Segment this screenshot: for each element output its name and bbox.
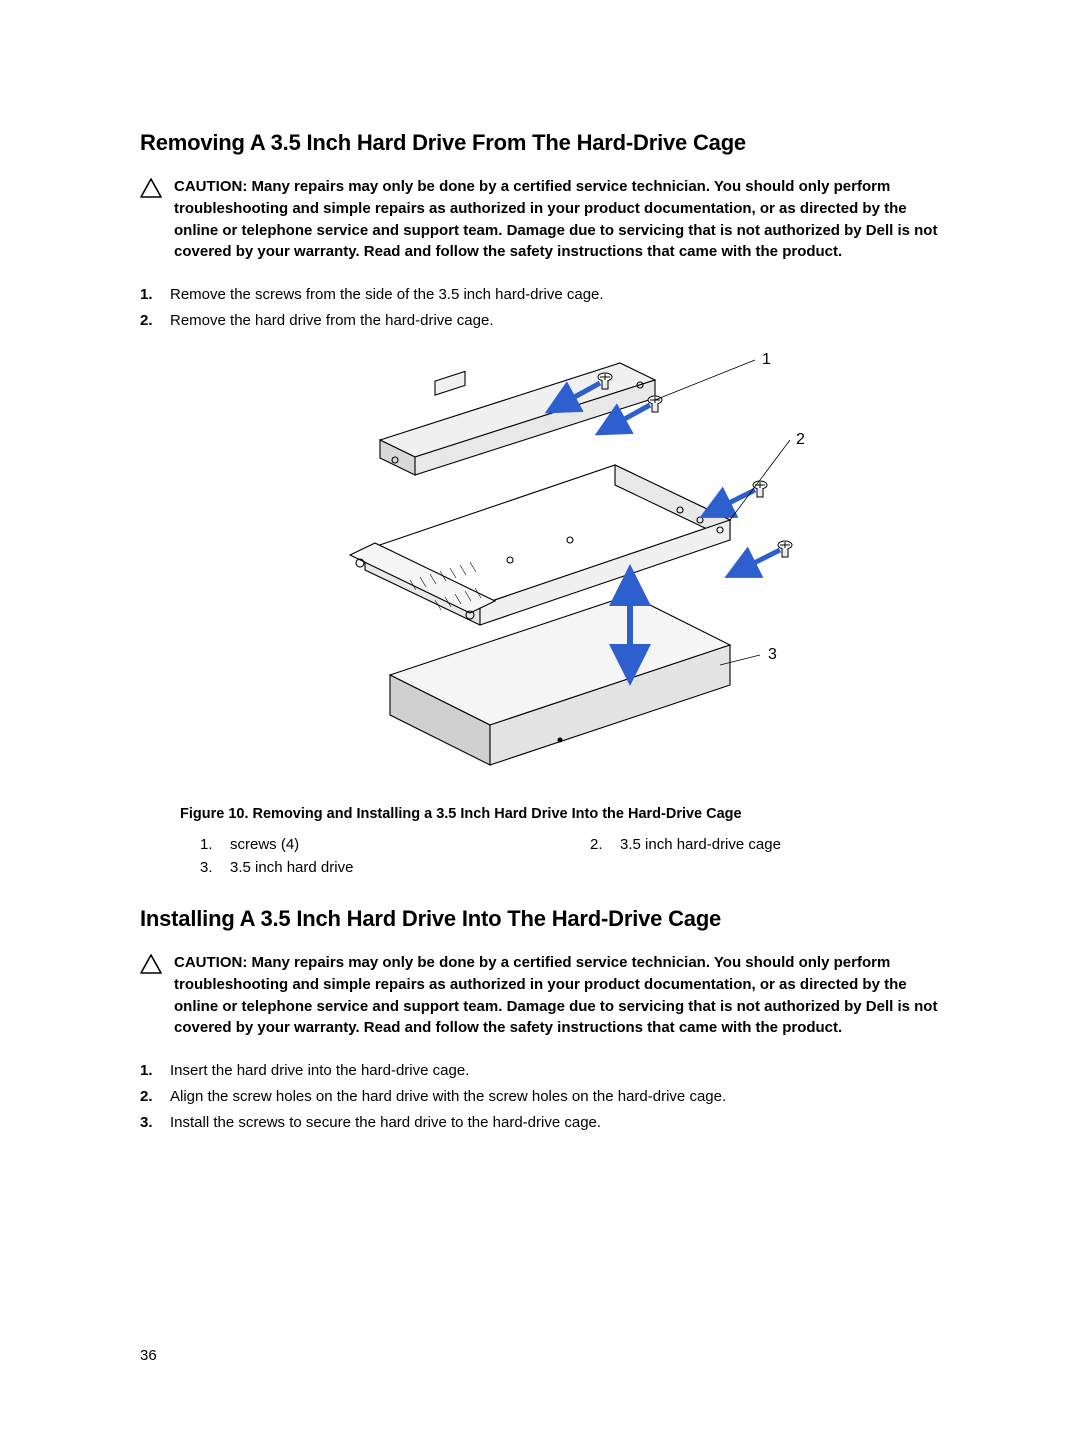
legend-number: 3. (200, 859, 230, 876)
step-text: Install the screws to secure the hard dr… (170, 1111, 601, 1135)
figure-callout-3: 3 (768, 646, 777, 663)
caution-text-2: CAUTION: Many repairs may only be done b… (174, 952, 940, 1039)
caution-block-2: CAUTION: Many repairs may only be done b… (140, 952, 940, 1039)
caution-block-1: CAUTION: Many repairs may only be done b… (140, 176, 940, 263)
step-text: Insert the hard drive into the hard-driv… (170, 1059, 469, 1083)
figure-caption: Figure 10. Removing and Installing a 3.5… (180, 806, 940, 822)
figure-legend: 1.screws (4) 2.3.5 inch hard-drive cage … (200, 836, 940, 876)
section-1-steps: 1.Remove the screws from the side of the… (140, 283, 940, 333)
section-2-steps: 1.Insert the hard drive into the hard-dr… (140, 1059, 940, 1135)
list-item: 2.Remove the hard drive from the hard-dr… (140, 309, 940, 333)
step-text: Remove the hard drive from the hard-driv… (170, 309, 494, 333)
document-page: Removing A 3.5 Inch Hard Drive From The … (0, 0, 1080, 1135)
list-item: 1.Remove the screws from the side of the… (140, 283, 940, 307)
legend-item: 2.3.5 inch hard-drive cage (590, 836, 940, 853)
step-number: 3. (140, 1111, 170, 1135)
list-item: 3.Install the screws to secure the hard … (140, 1111, 940, 1135)
step-number: 2. (140, 309, 170, 333)
figure-callout-2: 2 (796, 431, 805, 448)
step-number: 2. (140, 1085, 170, 1109)
hard-drive-diagram: 1 2 3 (260, 345, 820, 785)
legend-number: 2. (590, 836, 620, 853)
figure-10: 1 2 3 (140, 345, 940, 790)
legend-text: 3.5 inch hard-drive cage (620, 836, 781, 853)
list-item: 1.Insert the hard drive into the hard-dr… (140, 1059, 940, 1083)
caution-icon (140, 954, 162, 979)
list-item: 2.Align the screw holes on the hard driv… (140, 1085, 940, 1109)
step-number: 1. (140, 283, 170, 307)
legend-item: 3.3.5 inch hard drive (200, 859, 550, 876)
caution-text-1: CAUTION: Many repairs may only be done b… (174, 176, 940, 263)
caution-icon (140, 178, 162, 203)
legend-item: 1.screws (4) (200, 836, 550, 853)
page-number: 36 (140, 1347, 157, 1364)
legend-number: 1. (200, 836, 230, 853)
step-text: Align the screw holes on the hard drive … (170, 1085, 726, 1109)
step-number: 1. (140, 1059, 170, 1083)
section-2-title: Installing A 3.5 Inch Hard Drive Into Th… (140, 906, 940, 932)
step-text: Remove the screws from the side of the 3… (170, 283, 604, 307)
figure-callout-1: 1 (762, 351, 771, 368)
section-1-title: Removing A 3.5 Inch Hard Drive From The … (140, 130, 940, 156)
legend-text: 3.5 inch hard drive (230, 859, 353, 876)
legend-text: screws (4) (230, 836, 299, 853)
